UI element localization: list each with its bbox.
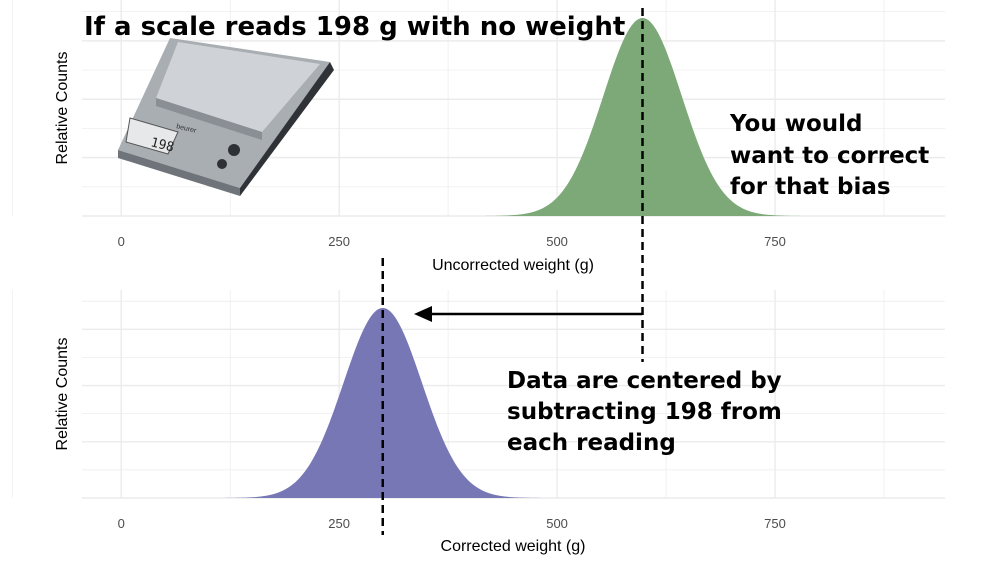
y-axis-title: Relative Counts bbox=[54, 52, 71, 165]
scale-brand: beurer bbox=[176, 123, 198, 135]
annotation-correct-line-3: for that bias bbox=[730, 174, 891, 200]
chart-title: If a scale reads 198 g with no weight bbox=[84, 12, 625, 42]
annotation-center-line-1: Data are centered by bbox=[507, 368, 782, 394]
x-tick-label: 500 bbox=[546, 234, 568, 249]
x-tick-label: 250 bbox=[328, 516, 350, 531]
annotation-center-line-2: subtracting 198 from bbox=[507, 399, 782, 425]
x-tick-label: 250 bbox=[328, 234, 350, 249]
x-tick-label: 750 bbox=[764, 516, 786, 531]
annotation-center-line-3: each reading bbox=[507, 430, 676, 456]
x-axis-title: Corrected weight (g) bbox=[441, 538, 586, 555]
annotation-correct-line-2: want to correct bbox=[730, 143, 929, 169]
x-tick-label: 750 bbox=[764, 234, 786, 249]
x-tick-label: 500 bbox=[546, 516, 568, 531]
x-tick-label: 0 bbox=[118, 234, 125, 249]
panel-corrected: 0 250 500 750 Corrected weight (g) Relative C… bbox=[11, 290, 945, 555]
shift-arrow bbox=[414, 306, 642, 322]
annotation-center: Data are centered by subtracting 198 fro… bbox=[507, 368, 790, 456]
annotation-correct: You would want to correct for that bias bbox=[729, 111, 937, 200]
x-tick-label: 0 bbox=[118, 516, 125, 531]
y-axis-title: Relative Counts bbox=[54, 338, 71, 451]
x-axis-title: Uncorrected weight (g) bbox=[432, 257, 594, 274]
annotation-correct-line-1: You would bbox=[729, 111, 863, 137]
kitchen-scale-image: 198 beurer bbox=[118, 38, 334, 196]
scale-display: 198 bbox=[149, 135, 175, 155]
